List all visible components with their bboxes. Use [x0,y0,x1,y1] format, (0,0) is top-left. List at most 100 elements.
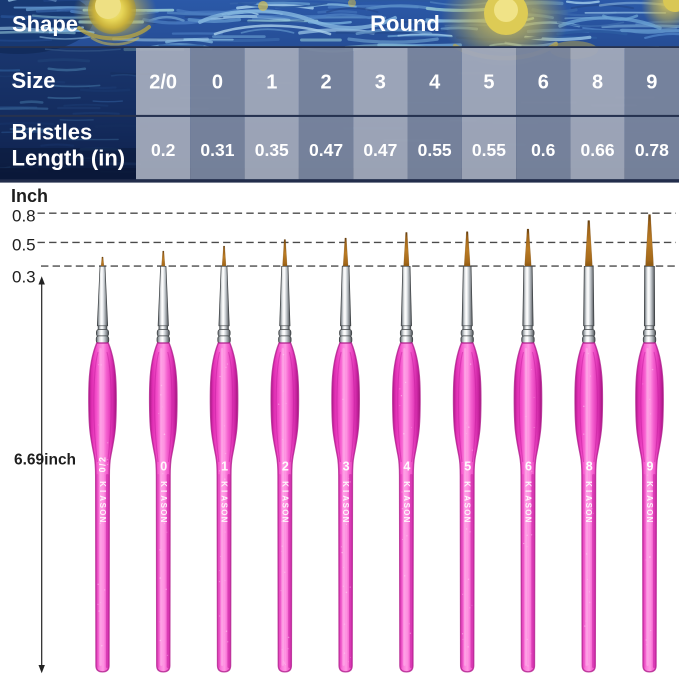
svg-text:2/0: 2/0 [149,72,177,94]
svg-text:0: 0 [212,72,223,94]
svg-text:Round: Round [370,11,440,36]
svg-text:K: K [645,481,654,487]
svg-text:/: / [98,463,108,466]
svg-text:N: N [280,517,289,523]
svg-text:O: O [341,509,350,515]
svg-text:3: 3 [343,460,350,474]
svg-text:2: 2 [98,457,108,462]
svg-text:K: K [220,481,229,487]
svg-text:Inch: Inch [11,186,48,206]
svg-text:9: 9 [647,460,654,474]
svg-text:N: N [523,517,532,523]
svg-text:S: S [159,503,168,509]
svg-text:K: K [98,481,107,487]
svg-text:N: N [645,517,654,523]
svg-text:Shape: Shape [12,12,78,37]
svg-text:K: K [402,481,411,487]
svg-text:Length (in): Length (in) [12,145,126,170]
svg-text:I: I [645,490,654,492]
svg-text:A: A [220,495,229,501]
svg-text:9: 9 [646,72,657,94]
svg-text:I: I [584,490,593,492]
svg-text:3: 3 [375,72,386,94]
svg-text:A: A [645,495,654,501]
svg-text:N: N [402,517,411,523]
svg-text:0.3: 0.3 [12,267,36,286]
svg-text:S: S [523,503,532,509]
svg-text:4: 4 [429,72,441,94]
svg-text:S: S [584,503,593,509]
svg-text:O: O [159,509,168,515]
svg-text:I: I [280,490,289,492]
svg-text:S: S [463,503,472,509]
svg-text:S: S [402,503,411,509]
svg-text:0: 0 [160,460,167,474]
svg-text:0.2: 0.2 [151,140,176,160]
svg-text:I: I [402,490,411,492]
svg-text:S: S [98,503,107,509]
svg-text:8: 8 [586,460,593,474]
svg-text:0.8: 0.8 [12,207,36,226]
svg-text:0.31: 0.31 [200,140,234,160]
svg-text:8: 8 [592,72,603,94]
svg-text:K: K [341,481,350,487]
svg-text:0.6: 0.6 [531,140,556,160]
svg-text:O: O [584,509,593,515]
svg-text:O: O [463,509,472,515]
svg-text:A: A [98,495,107,501]
svg-text:O: O [280,509,289,515]
svg-text:2: 2 [282,460,289,474]
svg-text:0.55: 0.55 [472,140,506,160]
svg-text:2: 2 [320,72,331,94]
svg-text:O: O [220,509,229,515]
svg-text:A: A [463,495,472,501]
svg-text:0.35: 0.35 [255,140,289,160]
svg-text:A: A [280,495,289,501]
svg-text:I: I [220,490,229,492]
svg-text:1: 1 [266,72,277,94]
svg-text:0.66: 0.66 [581,140,615,160]
svg-text:A: A [341,495,350,501]
svg-text:A: A [584,495,593,501]
svg-text:K: K [584,481,593,487]
svg-text:S: S [341,503,350,509]
svg-text:6.69inch: 6.69inch [14,452,76,469]
svg-text:N: N [584,517,593,523]
svg-text:I: I [159,490,168,492]
svg-text:0.47: 0.47 [363,140,397,160]
svg-text:5: 5 [483,72,494,94]
svg-text:I: I [98,490,107,492]
svg-text:I: I [523,490,532,492]
svg-text:O: O [402,509,411,515]
svg-text:S: S [220,503,229,509]
svg-text:O: O [523,509,532,515]
svg-text:A: A [402,495,411,501]
svg-text:0.78: 0.78 [635,140,669,160]
svg-text:1: 1 [221,460,228,474]
svg-text:6: 6 [538,72,549,94]
svg-text:5: 5 [464,460,471,474]
svg-text:N: N [220,517,229,523]
svg-text:N: N [159,517,168,523]
svg-text:Size: Size [12,68,56,93]
svg-text:A: A [523,495,532,501]
svg-text:0.47: 0.47 [309,140,343,160]
svg-text:N: N [463,517,472,523]
svg-text:6: 6 [525,460,532,474]
svg-text:S: S [645,503,654,509]
svg-text:K: K [280,481,289,487]
svg-text:A: A [159,495,168,501]
svg-text:0.55: 0.55 [418,140,452,160]
svg-text:K: K [523,481,532,487]
svg-text:I: I [341,490,350,492]
svg-text:0.5: 0.5 [12,235,36,254]
svg-text:K: K [159,481,168,487]
svg-text:I: I [463,490,472,492]
svg-text:N: N [98,517,107,523]
svg-text:4: 4 [403,460,410,474]
svg-text:Bristles: Bristles [12,120,93,145]
svg-text:S: S [280,503,289,509]
svg-text:0: 0 [98,467,108,472]
svg-text:O: O [645,509,654,515]
svg-text:N: N [341,517,350,523]
